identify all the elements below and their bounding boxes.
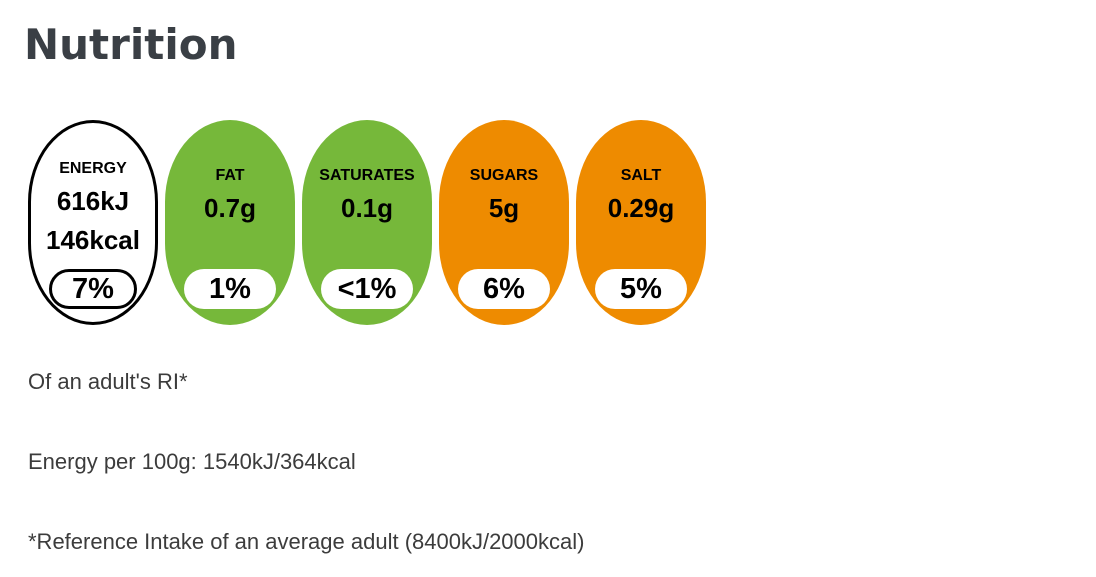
sugars-percent-badge: 6%	[458, 269, 550, 309]
nutrient-amount: 5g	[488, 193, 520, 223]
nutrient-card-saturates: SATURATES 0.1g <1%	[302, 120, 432, 325]
energy-per-100g-note: Energy per 100g: 1540kJ/364kcal	[28, 449, 356, 474]
reference-intake-note: *Reference Intake of an average adult (8…	[28, 529, 585, 554]
nutrient-amount-kcal: 146kcal	[46, 225, 140, 255]
nutrient-name: ENERGY	[59, 160, 127, 177]
nutrient-name: SATURATES	[319, 167, 415, 184]
nutrient-amount-kj: 616kJ	[56, 186, 130, 216]
nutrient-badges-row: ENERGY 616kJ 146kcal 7% FAT 0.7g 1% SATU…	[28, 120, 706, 325]
nutrient-amount: 0.7g	[203, 193, 257, 223]
adult-ri-note: Of an adult's RI*	[28, 369, 188, 394]
energy-percent-badge: 7%	[49, 269, 137, 309]
nutrient-card-fat: FAT 0.7g 1%	[165, 120, 295, 325]
fat-percent-badge: 1%	[184, 269, 276, 309]
nutrient-name: SUGARS	[469, 167, 539, 184]
nutrient-name: FAT	[215, 167, 245, 184]
nutrient-card-energy: ENERGY 616kJ 146kcal 7%	[28, 120, 158, 325]
nutrient-name: SALT	[620, 167, 662, 184]
salt-percent-badge: 5%	[595, 269, 687, 309]
nutrient-amount: 0.1g	[340, 193, 394, 223]
nutrient-card-sugars: SUGARS 5g 6%	[439, 120, 569, 325]
saturates-percent-badge: <1%	[321, 269, 413, 309]
nutrient-amount: 0.29g	[607, 193, 675, 223]
nutrient-card-salt: SALT 0.29g 5%	[576, 120, 706, 325]
page-title: Nutrition	[24, 20, 238, 69]
